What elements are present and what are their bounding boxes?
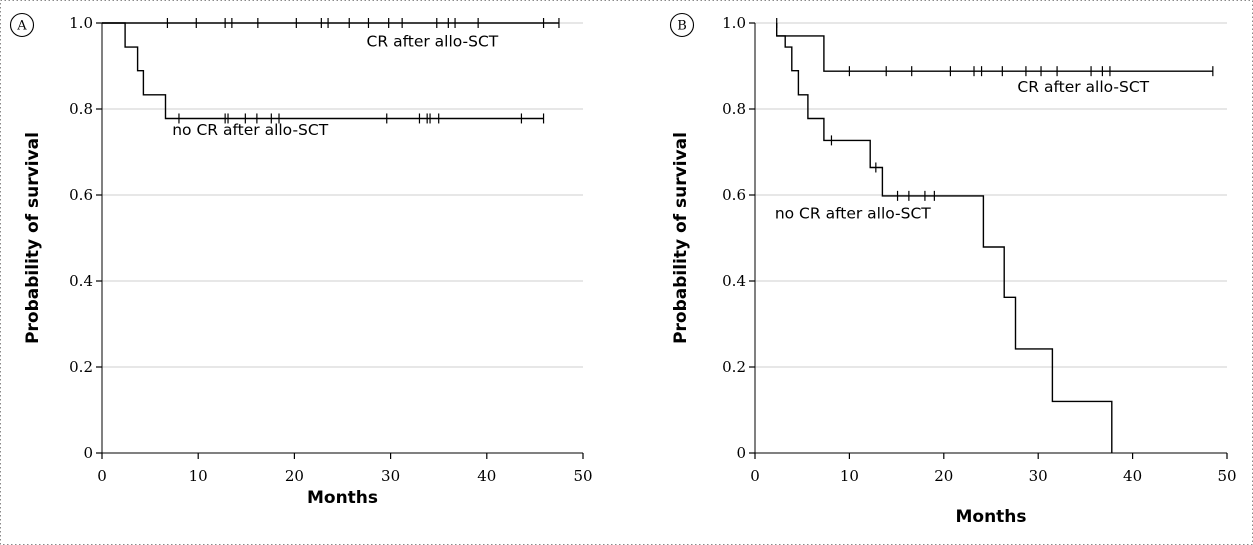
y-tick-label-2: 0.4	[69, 272, 93, 290]
y-tick-label-0: 0	[736, 444, 746, 462]
y-tick-label-3: 0.6	[69, 186, 93, 204]
y-tick-label-1: 0.2	[69, 358, 93, 376]
series-annotation-1: no CR after allo-SCT	[775, 205, 931, 223]
y-tick-label-5: 1.0	[69, 14, 93, 32]
y-axis-title: Probability of survival	[671, 132, 691, 344]
series-annotation-0: CR after allo-SCT	[1017, 78, 1149, 96]
x-tick-label-3: 30	[381, 467, 400, 485]
x-tick-label-2: 20	[285, 467, 304, 485]
panel-badge-label: A	[16, 19, 27, 34]
x-tick-label-1: 10	[840, 467, 859, 485]
x-tick-label-5: 50	[1217, 467, 1236, 485]
panel-b: 0 0.2 0.4 0.6 0.8 1.0 0 10 20 30 40 50 Months Probabi…	[669, 12, 1237, 527]
y-tick-label-4: 0.8	[722, 100, 746, 118]
y-tick-label-0: 0	[83, 444, 93, 462]
x-tick-label-3: 30	[1029, 467, 1048, 485]
panel-badge-label: B	[677, 19, 687, 34]
x-tick-label-4: 40	[477, 467, 496, 485]
y-tick-label-1: 0.2	[722, 358, 746, 376]
panel-a: 0 0.2 0.4 0.6 0.8 1.0 0 10 20 30 40 50 Months Probabi…	[9, 12, 593, 508]
x-tick-label-0: 0	[750, 467, 760, 485]
x-tick-label-5: 50	[573, 467, 592, 485]
panel-badge-circle	[669, 12, 695, 38]
x-tick-label-4: 40	[1123, 467, 1142, 485]
panel-badge-circle	[9, 12, 35, 38]
y-tick-label-4: 0.8	[69, 100, 93, 118]
series-line-0	[776, 23, 1213, 72]
series-line-1	[776, 35, 1113, 453]
y-tick-label-2: 0.4	[722, 272, 746, 290]
x-axis-title: Months	[955, 507, 1026, 527]
y-tick-label-5: 1.0	[722, 14, 746, 32]
x-tick-label-0: 0	[97, 467, 107, 485]
y-tick-label-3: 0.6	[722, 186, 746, 204]
x-tick-label-1: 10	[189, 467, 208, 485]
series-annotation-1: no CR after allo-SCT	[172, 121, 328, 139]
series-line-1	[102, 22, 544, 120]
series-annotation-0: CR after allo-SCT	[367, 33, 499, 51]
x-axis-title: Months	[307, 488, 378, 508]
y-axis-title: Probability of survival	[23, 132, 43, 344]
x-tick-label-2: 20	[934, 467, 953, 485]
